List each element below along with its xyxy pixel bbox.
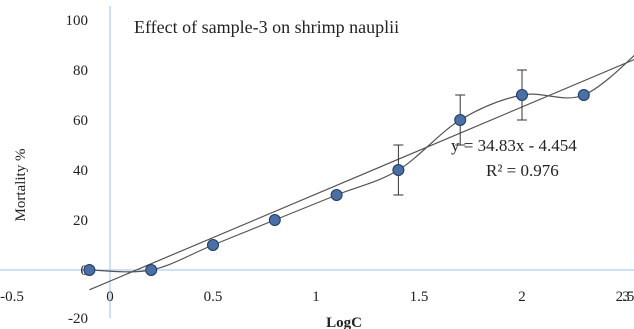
data-point (577, 89, 590, 101)
y-tick-label: -20 (68, 311, 88, 327)
x-tick-label: 2.5 (616, 289, 634, 305)
y-axis-label: Mortality % (13, 149, 29, 222)
plot-area (83, 54, 634, 291)
data-point (268, 214, 281, 226)
trendline-equation: y = 34.83x - 4.454 (451, 136, 577, 155)
data-point (516, 89, 528, 101)
chart-title: Effect of sample-3 on shrimp nauplii (134, 17, 399, 37)
x-tick-label: 0.5 (204, 289, 223, 305)
tick-labels: -20020406080100-0.500.511.522.53 (0, 13, 634, 327)
data-point (83, 264, 96, 276)
x-tick-label: 1 (312, 289, 320, 305)
x-tick-label: 3 (622, 289, 630, 305)
y-tick-label: 100 (66, 13, 89, 29)
data-point (330, 189, 343, 201)
x-tick-label: 0 (106, 289, 114, 305)
trendline-r-squared: R² = 0.976 (486, 161, 559, 180)
x-tick-label: 1.5 (410, 289, 429, 305)
trendline (89, 58, 634, 291)
series-curve (89, 54, 634, 273)
data-point (207, 239, 219, 251)
x-axis-label: LogC (326, 315, 362, 329)
x-tick-label: 2 (518, 289, 526, 305)
data-point (145, 264, 158, 276)
axes (0, 6, 634, 318)
data-point (454, 114, 467, 126)
y-tick-label: 20 (73, 213, 88, 229)
y-tick-label: 40 (73, 163, 88, 179)
x-tick-label: -0.5 (0, 289, 24, 305)
y-tick-label: 60 (73, 113, 88, 129)
data-point (392, 164, 405, 176)
y-tick-label: 80 (73, 63, 88, 79)
